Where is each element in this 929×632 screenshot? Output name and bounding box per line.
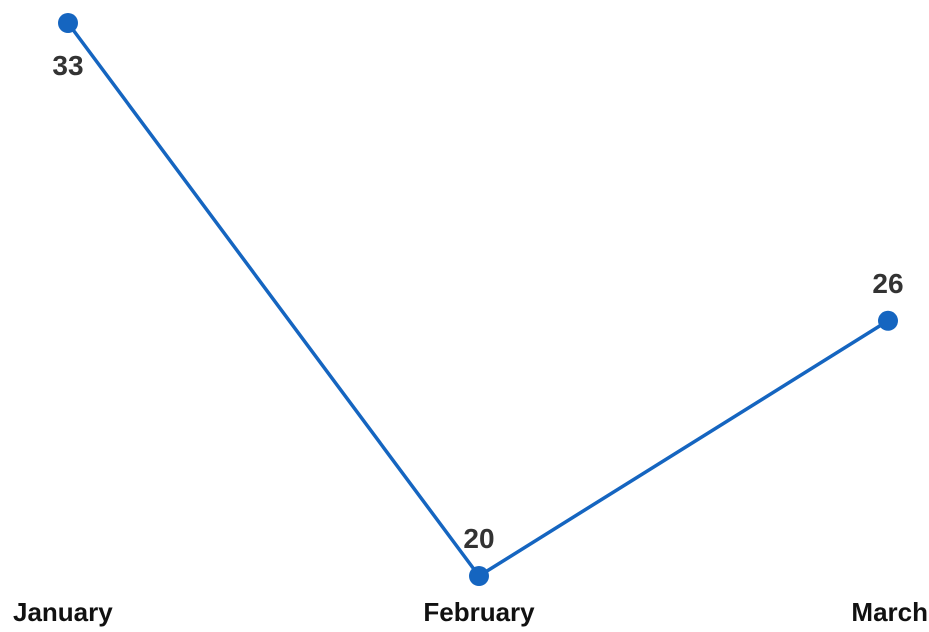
series-layer [66,21,889,578]
data-label-march: 26 [872,268,903,299]
data-label-january: 33 [52,50,83,81]
x-tick-label-march: March [851,597,928,627]
data-point-january [58,13,78,33]
label-layer: 33 20 26 [52,50,903,554]
x-tick-label-january: January [13,597,113,627]
x-axis-tick-labels: January February March [13,597,928,627]
x-tick-label-february: February [423,597,535,627]
data-point-march [878,310,898,331]
data-point-february [469,566,489,586]
series-line [66,21,889,578]
data-label-february: 20 [463,523,494,554]
point-layer [58,13,898,586]
